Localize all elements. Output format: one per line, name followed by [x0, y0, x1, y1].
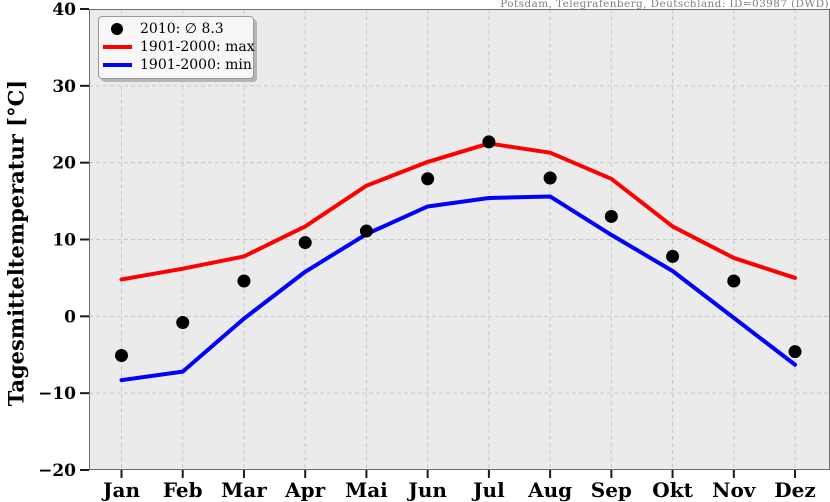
data-point-dot — [666, 249, 680, 263]
x-tick-label: Jun — [406, 478, 447, 502]
x-tick-label: Mai — [345, 478, 388, 502]
data-point-dot — [298, 236, 312, 250]
legend-item-label: 2010: ∅ 8.3 — [140, 21, 224, 37]
max-line — [119, 141, 798, 282]
data-point-dot — [543, 171, 557, 185]
data-point-dot — [727, 274, 741, 288]
station-label: Potsdam, Telegrafenberg, Deutschland: ID… — [500, 0, 829, 10]
legend-item-label: 1901-2000: min — [140, 57, 252, 73]
y-tick-label: 0 — [64, 307, 76, 327]
y-tick-label: 30 — [52, 77, 76, 97]
x-tick-label: Dez — [774, 478, 815, 502]
legend-item: 2010: ∅ 8.3 — [99, 20, 253, 38]
x-tick-label: Jul — [471, 478, 505, 502]
y-tick-label: −20 — [38, 461, 76, 481]
data-point-dot — [421, 172, 435, 186]
legend-marker-shape — [102, 63, 132, 67]
legend-item: 1901-2000: min — [99, 56, 253, 74]
x-tick-label: Feb — [163, 478, 203, 502]
min-line — [119, 194, 798, 383]
chart-legend: 2010: ∅ 8.3 1901-2000: max 1901-2000: min — [98, 16, 255, 79]
x-tick-label: Aug — [527, 478, 572, 502]
legend-max-line-icon — [102, 45, 132, 49]
legend-item: 1901-2000: max — [99, 38, 255, 56]
data-point-dot — [359, 224, 373, 238]
x-tick-label: Nov — [712, 478, 757, 502]
data-point-dot — [482, 135, 496, 149]
data-point-dot — [237, 274, 251, 288]
x-tick-label: Okt — [652, 478, 693, 502]
data-point-dot — [604, 209, 618, 223]
x-tick-label: Sep — [591, 478, 632, 502]
data-point-dot — [115, 349, 128, 363]
x-tick-label: Mar — [221, 478, 267, 502]
legend-dot-marker-icon — [102, 23, 132, 35]
y-axis-label: Tagesmitteltemperatur [°C] — [3, 79, 29, 407]
y-tick-label: 40 — [52, 0, 76, 20]
data-point-dot — [176, 315, 190, 329]
x-tick-label: Apr — [284, 478, 326, 502]
y-tick-label: 10 — [52, 231, 76, 251]
legend-min-line-icon — [102, 63, 132, 67]
y-tick-label: −10 — [38, 384, 76, 404]
legend-marker-shape — [111, 23, 123, 35]
legend-marker-shape — [102, 45, 132, 49]
legend-item-label: 1901-2000: max — [140, 39, 255, 55]
data-point-dot — [788, 345, 802, 359]
x-tick-label: Jan — [101, 478, 140, 502]
y-tick-label: 20 — [52, 154, 76, 174]
